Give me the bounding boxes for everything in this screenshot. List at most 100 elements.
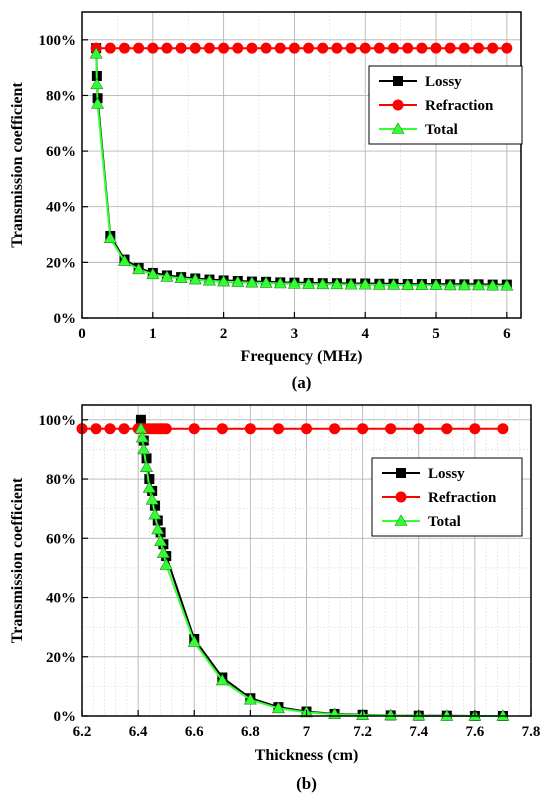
x-tick-label: 1 [149,326,157,342]
data-point-total [159,558,173,570]
legend-label-refraction: Refraction [425,98,494,114]
data-point-total [471,278,486,291]
data-point-refraction [416,42,428,54]
panel-b-legend: Lossy Refraction Total [371,457,523,537]
data-point-refraction [487,42,499,54]
panel-a-ticks: 0 1 2 3 4 5 60%20%40%60%80%100% [39,33,512,342]
panel-a-series [89,42,514,291]
x-tick-label: 6.6 [185,724,204,740]
panel-a-x-axis-label: Frequency (MHz) [241,348,363,365]
y-tick-label: 80% [46,472,76,488]
legend-marker-total [391,122,405,134]
data-point-total [358,278,372,290]
x-tick-label: 4 [361,326,369,342]
data-point-total [302,277,316,289]
data-point-refraction [469,423,481,435]
y-tick-label: 80% [46,88,76,104]
x-tick-label: 0 [78,326,86,342]
legend-marker-refraction [392,99,404,111]
x-tick-label: 6.2 [73,724,92,740]
y-tick-label: 40% [46,591,76,607]
data-point-refraction [359,42,371,54]
data-point-total [243,693,257,705]
data-point-total [316,277,330,290]
data-point-refraction [260,42,272,54]
y-tick-label: 60% [46,531,76,547]
data-point-total [154,534,168,547]
data-point-total [217,274,231,287]
data-point-total [245,276,259,288]
data-point-refraction [203,42,215,54]
data-point-refraction [345,42,357,54]
data-point-refraction [317,42,329,54]
data-point-refraction [430,42,442,54]
x-tick-label: 6 [503,326,511,342]
x-tick-label: 5 [432,326,440,342]
data-point-refraction [444,42,456,54]
data-point-refraction [274,42,286,54]
data-point-refraction [189,42,201,54]
data-point-total [384,708,398,721]
data-point-refraction [441,423,453,435]
data-point-refraction [373,42,385,54]
panel-b-ticks: 6.2 6.4 6.6 6.8 7 7.2 7.4 7.6 7.8 0% 20% 40% 60% 80% 1… [39,413,541,740]
data-point-refraction [188,423,200,435]
y-tick-label: 60% [46,144,76,160]
data-point-total [387,278,401,290]
data-point-total [142,481,156,493]
data-point-refraction [331,42,343,54]
data-point-total [156,546,170,558]
data-point-total [148,507,162,520]
data-point-refraction [216,423,228,435]
data-point-total [429,278,443,290]
data-point-refraction [303,42,315,54]
panel-a-y-axis-label: Transmission coefficient [9,82,26,248]
legend-marker-lossy [393,76,403,86]
data-point-total [500,279,514,291]
panel-a-grid [81,12,521,319]
data-point-refraction [388,42,400,54]
panel-b-x-axis-label: Thickness (cm) [255,747,359,764]
legend-marker-refraction [395,491,407,503]
y-tick-label: 0% [54,311,77,327]
data-point-refraction [104,423,116,435]
y-tick-label: 20% [46,255,76,271]
data-point-refraction [413,423,425,435]
data-point-refraction [458,42,470,54]
series-refraction [90,42,513,54]
x-tick-label: 6.4 [129,724,148,740]
data-point-refraction [402,42,414,54]
data-point-refraction [118,42,130,54]
data-point-total [132,262,146,275]
data-point-refraction [244,423,256,435]
data-point-total [273,276,287,289]
legend-marker-total [394,514,408,526]
data-point-total [287,277,301,289]
data-point-total [401,278,415,290]
data-point-total [91,97,105,109]
data-point-total [140,460,154,473]
panel-b-caption: (b) [296,774,317,793]
data-point-refraction [133,42,145,54]
x-tick-label: 7.4 [409,724,428,740]
x-tick-label: 7.2 [353,724,372,740]
x-tick-label: 6.8 [241,724,260,740]
data-point-total [231,275,245,287]
panel-b-y-axis-label: Transmission coefficient [9,477,26,643]
data-point-total [215,673,229,686]
data-point-refraction [501,42,513,54]
data-point-total [137,442,151,455]
data-point-refraction [104,42,116,54]
panel-a: 0 1 2 3 4 5 60%20%40%60%80%100% LossyRefractio… [9,11,523,392]
data-point-total [151,522,165,535]
data-point-refraction [175,42,187,54]
data-point-total [145,493,159,505]
panel-a-caption: (a) [292,373,312,392]
data-point-refraction [329,423,341,435]
data-point-total [187,635,201,647]
data-point-total [486,279,500,291]
data-point-total [330,277,344,290]
data-point-total [89,47,103,59]
legend-label-total: Total [428,514,461,530]
